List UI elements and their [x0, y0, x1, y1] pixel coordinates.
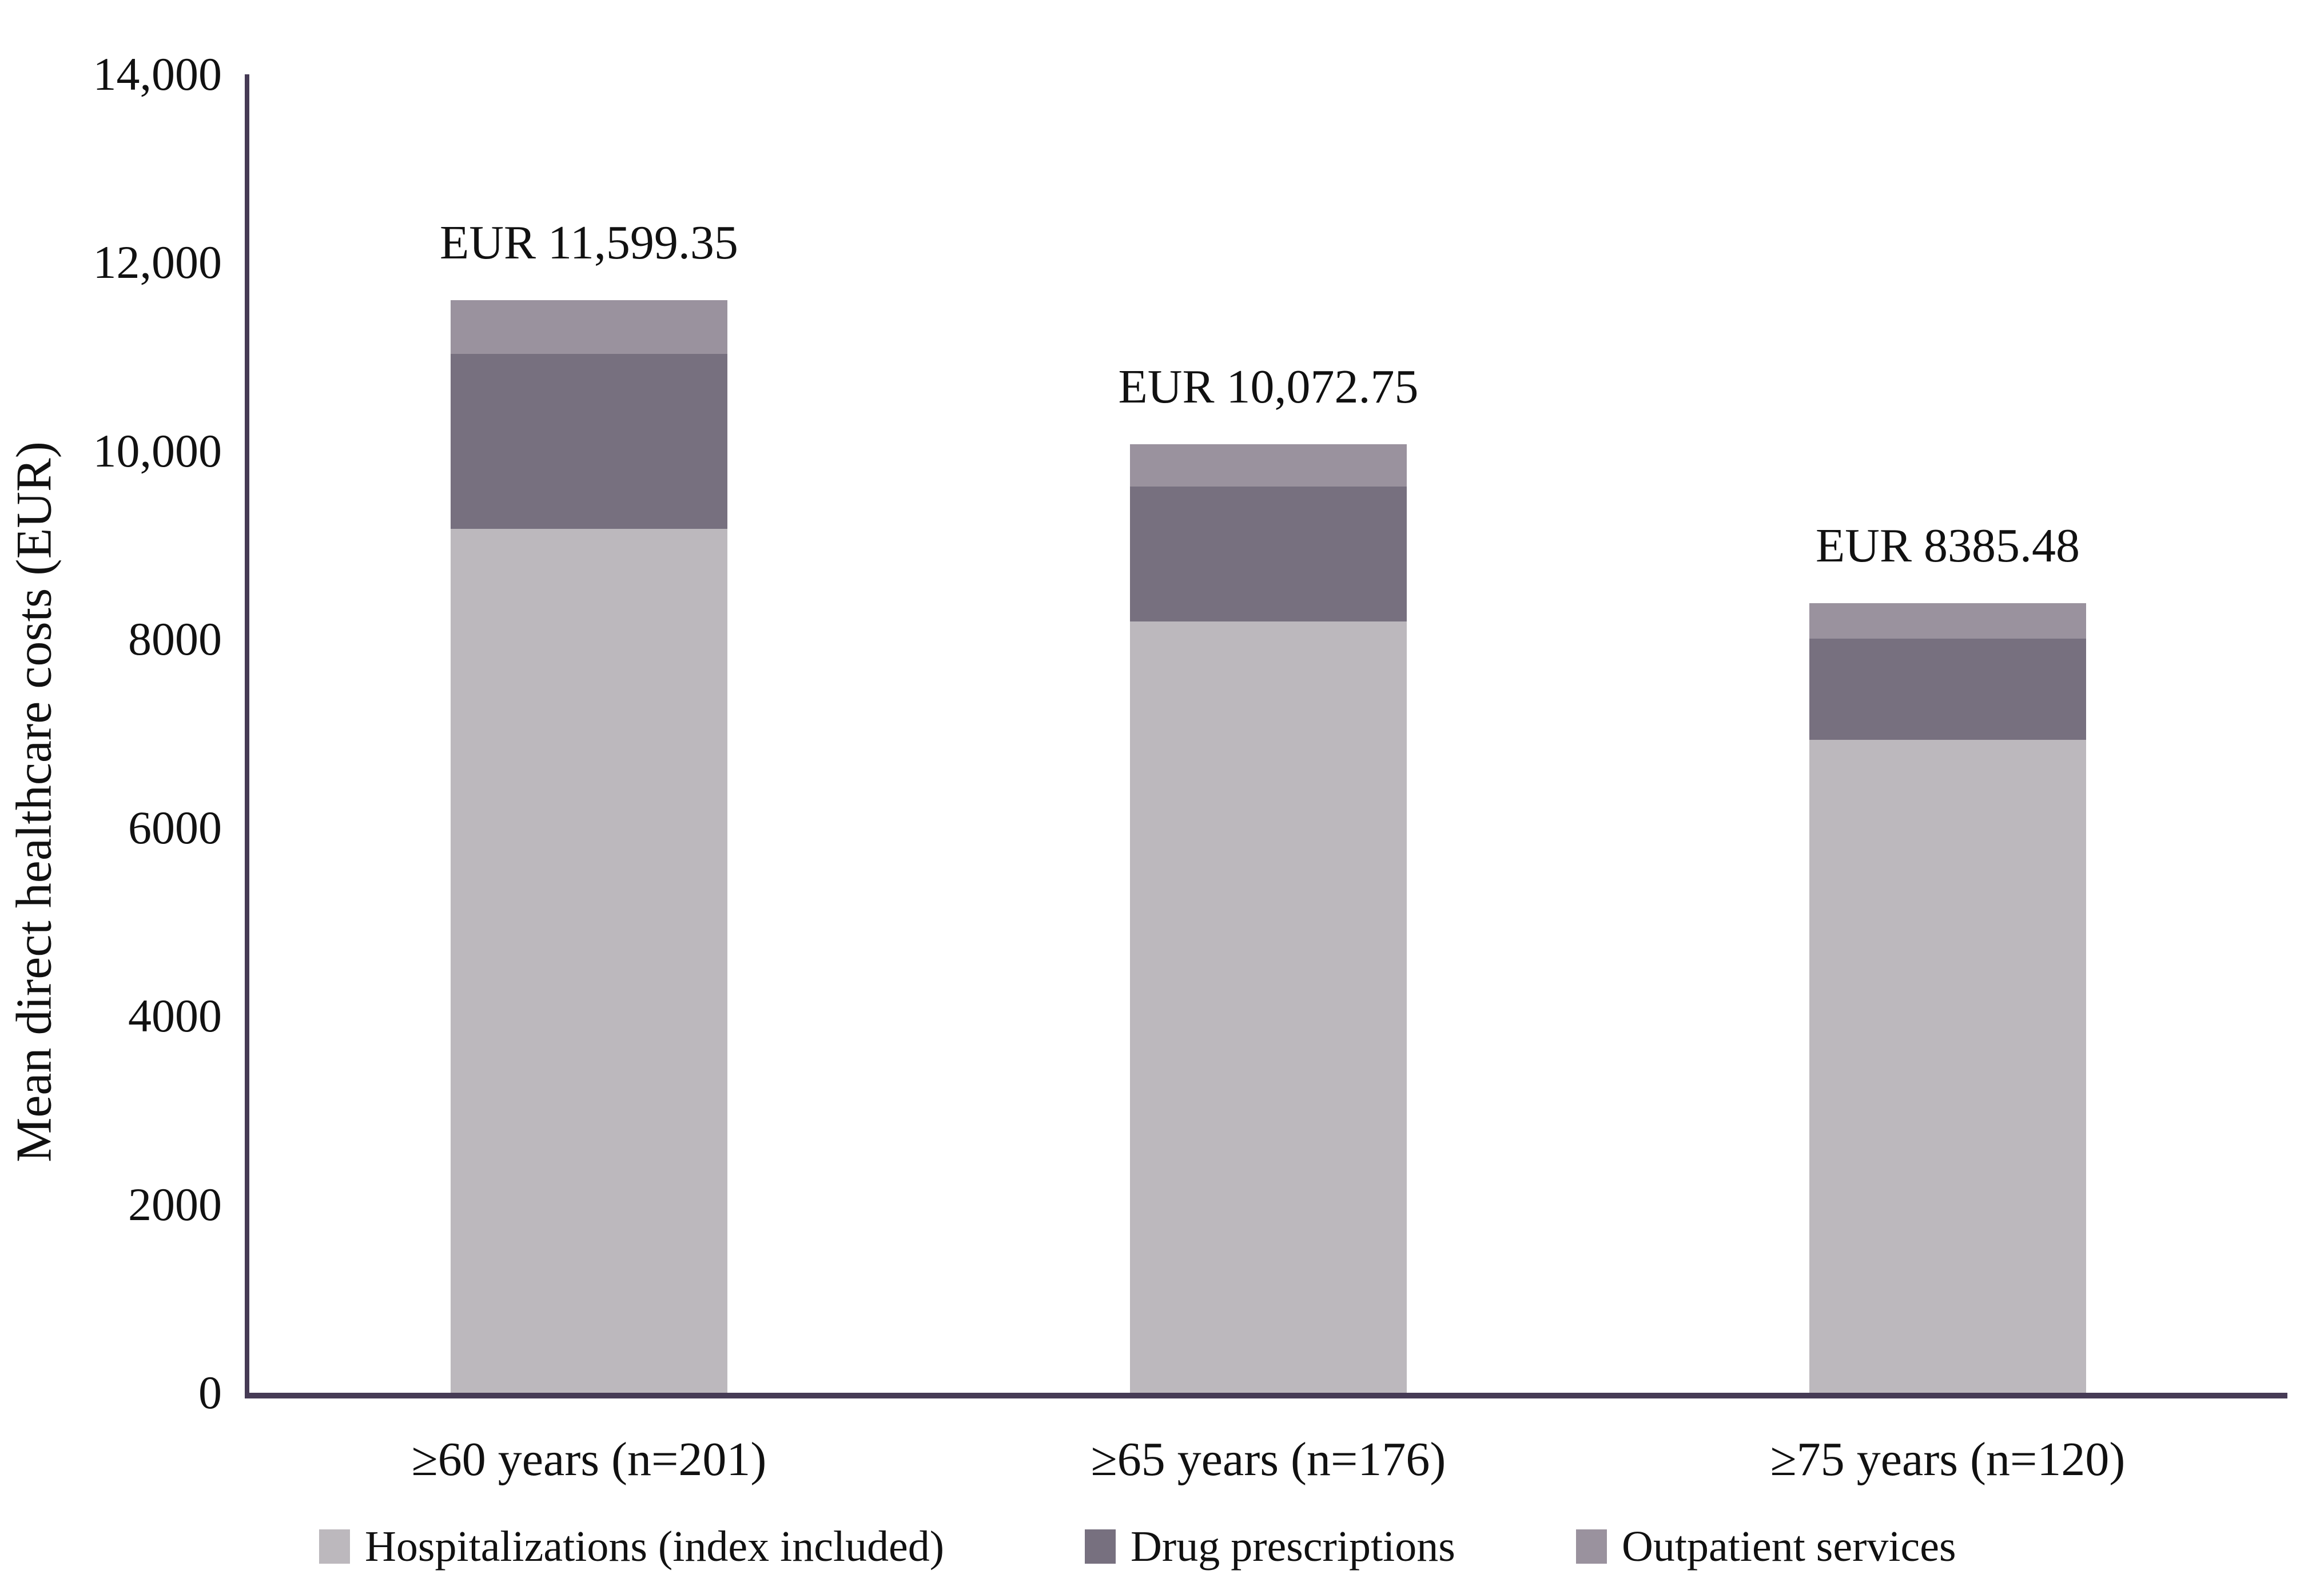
bar-total-label: EUR 8385.48: [1816, 519, 2080, 572]
bar-segment-hospitalizations-index-included: [1130, 621, 1407, 1393]
y-tick-label: 10,000: [93, 424, 222, 477]
bar-segment-outpatient-services: [451, 300, 727, 354]
legend-swatch-outpatient-services: [1576, 1529, 1607, 1564]
y-tick-label: 8000: [128, 613, 222, 666]
y-tick-label: 12,000: [93, 236, 222, 289]
x-category-label: ≥65 years (n=176): [1091, 1433, 1446, 1486]
legend-item-hospitalizations-index-included: Hospitalizations (index included): [319, 1518, 944, 1575]
y-tick-label: 0: [198, 1366, 222, 1418]
plot-area: [245, 74, 2287, 1398]
stacked-bar-1: [451, 300, 727, 1393]
stacked-bar-3: [1809, 603, 2086, 1393]
stacked-bar-2: [1130, 444, 1407, 1393]
legend-label: Outpatient services: [1622, 1522, 1956, 1571]
legend-label: Hospitalizations (index included): [365, 1522, 945, 1571]
bar-segment-drug-prescriptions: [1809, 639, 2086, 740]
x-category-label: ≥60 years (n=201): [411, 1433, 767, 1486]
x-category-label: ≥75 years (n=120): [1770, 1433, 2126, 1486]
bar-segment-drug-prescriptions: [451, 354, 727, 529]
legend-item-drug-prescriptions: Drug prescriptions: [1085, 1518, 1455, 1575]
y-tick-label: 4000: [128, 990, 222, 1042]
y-tick-label: 6000: [128, 801, 222, 854]
bar-segment-outpatient-services: [1130, 444, 1407, 487]
bar-segment-outpatient-services: [1809, 603, 2086, 639]
legend-label: Drug prescriptions: [1131, 1522, 1455, 1571]
bar-segment-hospitalizations-index-included: [451, 528, 727, 1393]
bar-segment-hospitalizations-index-included: [1809, 739, 2086, 1393]
legend-item-outpatient-services: Outpatient services: [1576, 1518, 1956, 1575]
legend-swatch-drug-prescriptions: [1085, 1529, 1116, 1564]
legend-swatch-hospitalizations-index-included: [319, 1529, 350, 1564]
y-tick-label: 14,000: [93, 48, 222, 100]
bar-total-label: EUR 10,072.75: [1118, 360, 1419, 413]
y-tick-label: 2000: [128, 1178, 222, 1230]
bar-total-label: EUR 11,599.35: [440, 216, 738, 270]
bar-segment-drug-prescriptions: [1130, 486, 1407, 621]
